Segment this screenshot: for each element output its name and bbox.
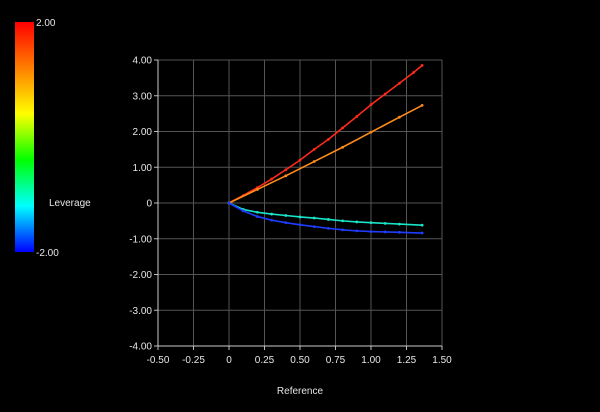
data-point <box>256 210 259 214</box>
series-3 <box>227 201 424 235</box>
data-point <box>420 231 424 235</box>
x-axis-label: Reference <box>277 386 324 397</box>
data-point <box>383 230 387 234</box>
data-point <box>341 126 344 130</box>
series-line <box>228 104 423 204</box>
data-point <box>270 177 273 181</box>
data-point <box>420 104 424 107</box>
y-tick-label: 3.00 <box>133 91 153 102</box>
y-tick-label: 4.00 <box>133 56 153 67</box>
data-point <box>383 221 387 225</box>
x-tick-label: 0.50 <box>290 355 310 366</box>
data-point <box>398 81 401 85</box>
data-point <box>420 223 424 227</box>
data-point <box>284 168 288 172</box>
data-point <box>369 130 373 134</box>
data-point <box>241 209 245 213</box>
y-tick-label: -2.00 <box>129 270 152 281</box>
data-point <box>312 216 316 220</box>
data-point <box>284 221 288 225</box>
data-point <box>298 223 302 227</box>
data-point <box>327 218 330 221</box>
data-point <box>270 218 273 222</box>
data-point <box>312 160 316 163</box>
axes: -0.50 -0.25 0 0.25 0.50 0.75 1.00 1.25 1.50 4.00 3… <box>129 56 452 367</box>
data-point <box>398 115 401 119</box>
x-tick-label: 0.75 <box>326 355 346 366</box>
x-tick-label: -0.50 <box>147 355 170 366</box>
series-line <box>228 202 423 234</box>
data-point <box>298 215 302 219</box>
x-tick-label: 0 <box>226 355 232 366</box>
x-tick-label: 1.50 <box>432 355 452 366</box>
data-point <box>341 219 344 223</box>
data-point <box>341 145 344 149</box>
series-line <box>228 202 423 226</box>
data-point <box>341 228 344 232</box>
x-tick-label: -0.25 <box>182 355 205 366</box>
plot-area: -0.50 -0.25 0 0.25 0.50 0.75 1.00 1.25 1.50 4.00 3… <box>129 56 452 367</box>
data-point <box>270 212 273 216</box>
y-tick-label: -1.00 <box>129 234 152 245</box>
data-point <box>312 225 316 228</box>
y-tick-label: 0 <box>146 199 152 210</box>
series-line <box>228 64 423 204</box>
colorbar-gradient <box>15 22 34 252</box>
x-tick-label: 1.25 <box>397 355 417 366</box>
series <box>227 63 424 235</box>
data-point <box>398 222 401 226</box>
x-tick-label: 1.00 <box>361 355 381 366</box>
colorbar-min-label: -2.00 <box>36 248 59 259</box>
data-point <box>369 221 373 225</box>
data-point <box>355 229 359 233</box>
data-point <box>412 71 415 74</box>
y-tick-label: -3.00 <box>129 306 152 317</box>
data-point <box>355 115 359 118</box>
data-point <box>298 158 302 162</box>
data-point <box>284 174 288 178</box>
data-point <box>420 63 424 67</box>
colorbar-max-label: 2.00 <box>36 18 56 29</box>
series-2 <box>227 201 424 227</box>
y-tick-label: 2.00 <box>133 127 153 138</box>
y-tick-label: 1.00 <box>133 163 153 174</box>
data-point <box>383 92 387 96</box>
x-tick-label: 0.25 <box>255 355 275 366</box>
data-point <box>256 215 259 218</box>
data-point <box>327 226 330 230</box>
data-point <box>256 188 259 191</box>
colorbar-label: Leverage <box>49 198 91 209</box>
data-point <box>398 230 401 234</box>
grid <box>157 59 443 347</box>
data-point <box>369 230 373 234</box>
data-point <box>327 137 330 141</box>
data-point <box>355 220 359 224</box>
data-point <box>284 214 288 217</box>
data-point <box>227 201 231 205</box>
colorbar: 2.00 -2.00 Leverage <box>15 18 91 259</box>
data-point <box>369 103 373 107</box>
data-point <box>312 147 316 151</box>
series-1 <box>227 104 424 205</box>
y-tick-label: -4.00 <box>129 342 152 353</box>
series-0 <box>227 63 424 205</box>
